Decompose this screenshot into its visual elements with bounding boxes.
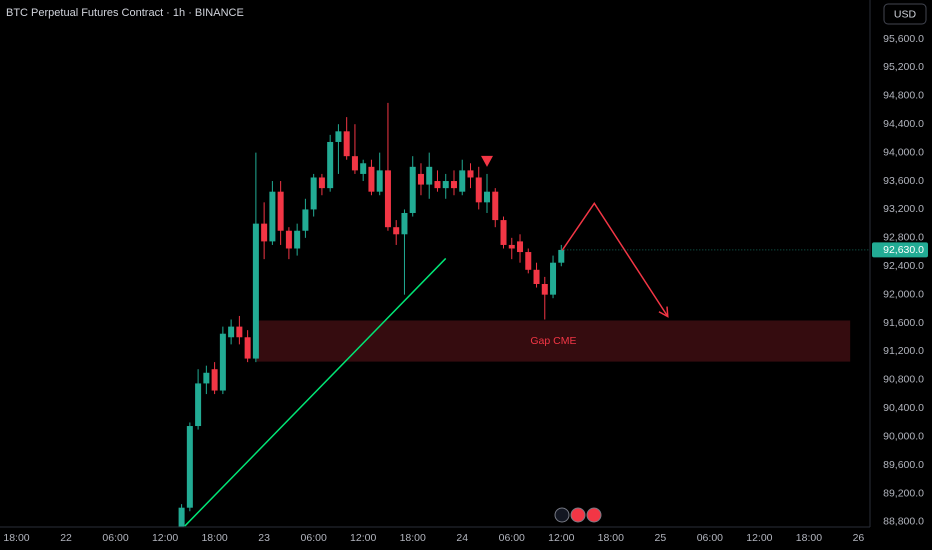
candle-body: [285, 230, 292, 249]
candle-body: [517, 241, 524, 253]
candle-body: [294, 230, 301, 249]
y-tick-label: 92,800.0: [883, 232, 924, 244]
x-tick-label: 22: [60, 532, 72, 544]
candle-body: [393, 227, 400, 235]
candle-body: [186, 426, 193, 508]
last-price-label: 92,630.0: [883, 244, 924, 256]
y-tick-label: 91,600.0: [883, 317, 924, 329]
candle-body: [434, 181, 441, 189]
candle-body: [409, 166, 416, 213]
x-tick-label: 18:00: [796, 532, 822, 544]
candle-body: [368, 166, 375, 192]
x-tick-label: 25: [654, 532, 666, 544]
candle-body: [508, 244, 515, 249]
y-tick-label: 89,600.0: [883, 459, 924, 471]
candle-body: [492, 191, 499, 221]
candle-body: [426, 166, 433, 185]
y-tick-label: 93,600.0: [883, 175, 924, 187]
projection-path: [561, 201, 669, 317]
candle-body: [178, 507, 185, 527]
candle-body: [261, 223, 268, 242]
candle-body: [500, 220, 507, 245]
candle-body: [467, 170, 474, 178]
candle-body: [252, 223, 259, 359]
candle-body: [384, 170, 391, 228]
plot-area: Gap CME: [178, 102, 851, 527]
x-tick-label: 06:00: [301, 532, 327, 544]
candle-body: [442, 181, 449, 189]
x-tick-label: 18:00: [400, 532, 426, 544]
candle-body: [203, 372, 210, 384]
y-tick-label: 90,800.0: [883, 374, 924, 386]
x-tick-label: 24: [456, 532, 468, 544]
candle-body: [541, 284, 548, 295]
x-tick-label: 18:00: [201, 532, 227, 544]
candle-body: [525, 252, 532, 270]
footer-icons: [554, 507, 602, 523]
candle-body: [550, 262, 557, 295]
y-tick-label: 88,800.0: [883, 516, 924, 528]
candle-body: [417, 173, 424, 185]
gap-zone-label: Gap CME: [530, 335, 576, 347]
candle-body: [219, 333, 226, 391]
y-tick-label: 89,200.0: [883, 487, 924, 499]
y-tick-label: 94,000.0: [883, 146, 924, 158]
candle-body: [228, 326, 235, 338]
x-tick-label: 06:00: [102, 532, 128, 544]
signal-marker: [481, 155, 494, 167]
last-price-box: [872, 242, 928, 258]
candle-body: [211, 369, 218, 391]
trend-line: [184, 257, 447, 527]
candle-body: [401, 212, 408, 235]
y-tick-label: 92,400.0: [883, 260, 924, 272]
candle-body: [475, 177, 482, 203]
x-tick-label: 26: [853, 532, 865, 544]
candle-body: [335, 131, 342, 142]
candle-body: [450, 181, 457, 189]
currency-label: USD: [894, 8, 917, 20]
x-tick-label: 12:00: [746, 532, 772, 544]
candle-body: [236, 326, 243, 338]
chart-title: BTC Perpetual Futures Contract · 1h · BI…: [6, 7, 244, 19]
candle-body: [459, 170, 466, 192]
candle-body: [318, 177, 325, 189]
y-tick-label: 95,200.0: [883, 61, 924, 73]
candle-body: [351, 156, 358, 171]
candle-body: [327, 141, 334, 189]
x-tick-label: 06:00: [499, 532, 525, 544]
candle-body: [310, 177, 317, 210]
y-tick-label: 93,200.0: [883, 203, 924, 215]
x-tick-label: 18:00: [598, 532, 624, 544]
x-tick-label: 23: [258, 532, 270, 544]
y-tick-label: 90,400.0: [883, 402, 924, 414]
candle-body: [244, 337, 251, 359]
candle-body: [376, 170, 383, 192]
x-tick-label: 06:00: [697, 532, 723, 544]
candle-body: [484, 191, 491, 203]
y-tick-label: 94,800.0: [883, 90, 924, 102]
y-tick-label: 90,000.0: [883, 430, 924, 442]
candle-body: [302, 209, 309, 231]
gap-zone: [256, 320, 851, 362]
candle-body: [277, 191, 284, 231]
currency-button[interactable]: [883, 3, 927, 25]
y-tick-label: 94,400.0: [883, 118, 924, 130]
projection-arrowhead: [658, 306, 669, 318]
y-tick-label: 91,200.0: [883, 345, 924, 357]
x-tick-label: 12:00: [548, 532, 574, 544]
y-tick-label: 92,000.0: [883, 288, 924, 300]
candle-body: [533, 269, 540, 285]
x-tick-label: 18:00: [3, 532, 29, 544]
x-tick-label: 12:00: [350, 532, 376, 544]
candle-body: [343, 131, 350, 157]
y-tick-label: 95,600.0: [883, 33, 924, 45]
candle-body: [558, 249, 565, 263]
candle-body: [360, 163, 367, 174]
candle-body: [269, 191, 276, 242]
x-tick-label: 12:00: [152, 532, 178, 544]
candle-body: [195, 383, 202, 427]
